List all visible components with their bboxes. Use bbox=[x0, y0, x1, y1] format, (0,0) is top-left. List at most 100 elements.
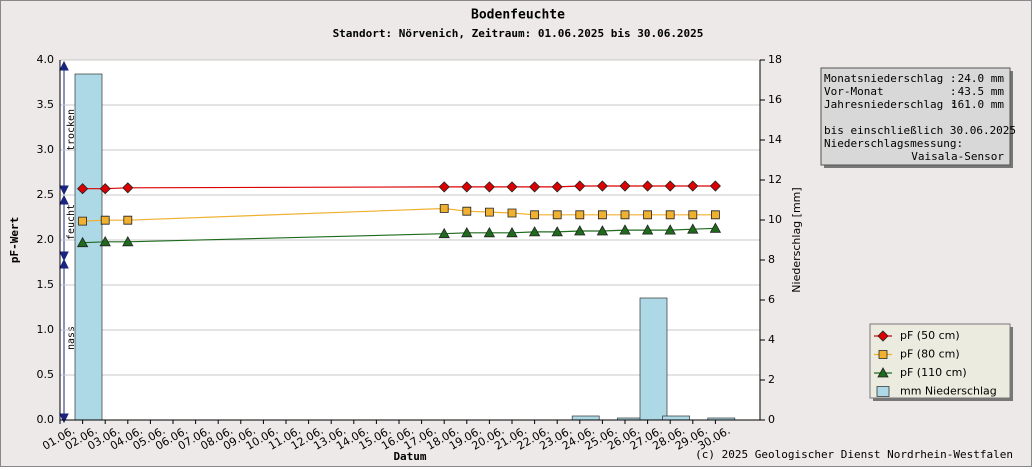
y-tick-label: 4.0 bbox=[37, 53, 55, 66]
point bbox=[643, 210, 652, 220]
point bbox=[551, 226, 563, 237]
point bbox=[709, 180, 721, 192]
point bbox=[506, 181, 518, 193]
point bbox=[122, 182, 134, 194]
chart-title: Bodenfeuchte bbox=[471, 8, 565, 23]
point bbox=[664, 180, 676, 192]
point bbox=[711, 210, 720, 220]
chart-subtitle: Standort: Nörvenich, Zeitraum: 01.06.202… bbox=[333, 27, 704, 40]
point bbox=[641, 224, 654, 235]
point bbox=[575, 210, 585, 220]
legend-label: pF (80 cm) bbox=[900, 348, 960, 361]
y2-tick-label: 2 bbox=[768, 373, 775, 386]
bar bbox=[571, 415, 600, 421]
y-tick-label: 3.5 bbox=[37, 98, 55, 111]
point bbox=[507, 208, 517, 218]
point bbox=[596, 180, 608, 192]
info-label: Monatsniederschlag : bbox=[824, 72, 956, 85]
point bbox=[123, 215, 133, 225]
point bbox=[99, 235, 111, 247]
point bbox=[461, 226, 473, 238]
legend-label: mm Niederschlag bbox=[900, 385, 997, 398]
point bbox=[665, 210, 675, 220]
legend-marker bbox=[878, 350, 888, 359]
point bbox=[506, 226, 518, 238]
info-note: bis einschließlich 30.06.2025 bbox=[824, 124, 1016, 137]
legend-marker bbox=[877, 367, 889, 378]
point bbox=[122, 235, 134, 247]
y2-tick-label: 18 bbox=[768, 53, 782, 66]
point bbox=[688, 210, 698, 220]
y2-tick-label: 0 bbox=[768, 413, 775, 426]
point bbox=[687, 180, 699, 192]
point bbox=[598, 210, 607, 220]
point bbox=[551, 181, 563, 193]
y2-tick-label: 12 bbox=[768, 173, 782, 186]
annotation: nass bbox=[66, 326, 77, 350]
info-label: Jahresniederschlag : bbox=[824, 98, 956, 111]
gap-connector bbox=[127, 186, 445, 189]
point bbox=[574, 225, 586, 236]
point bbox=[99, 183, 111, 195]
y2-tick-label: 14 bbox=[768, 133, 782, 146]
point bbox=[529, 181, 541, 193]
point bbox=[687, 223, 699, 234]
y-tick-label: 0.0 bbox=[37, 413, 55, 426]
bar bbox=[639, 297, 668, 421]
info-box bbox=[820, 67, 1011, 166]
footer: (c) 2025 Geologischer Dienst Nordrhein-W… bbox=[695, 448, 1013, 461]
legend-marker bbox=[876, 386, 890, 397]
point bbox=[709, 222, 722, 233]
point bbox=[462, 206, 472, 216]
point bbox=[484, 207, 494, 217]
info-value: 24.0 mm bbox=[958, 72, 1005, 85]
y-tick-label: 3.0 bbox=[37, 143, 55, 156]
y2-tick-label: 8 bbox=[768, 253, 775, 266]
gap-connector bbox=[127, 233, 445, 243]
x-axis-label: Datum bbox=[393, 450, 426, 463]
point bbox=[574, 180, 586, 192]
point bbox=[530, 210, 539, 220]
point bbox=[528, 226, 541, 237]
moisture-arrows bbox=[59, 60, 69, 424]
y-tick-label: 0.5 bbox=[37, 368, 55, 381]
info-note: Niederschlagsmessung: bbox=[824, 137, 963, 150]
annotation: feucht bbox=[66, 204, 77, 240]
info-value: 43.5 mm bbox=[958, 85, 1005, 98]
legend-label: pF (50 cm) bbox=[900, 329, 960, 342]
y-tick-label: 2.0 bbox=[37, 233, 55, 246]
point bbox=[552, 210, 562, 220]
point bbox=[438, 227, 450, 239]
y2-axis-label: Niederschlag [mm] bbox=[790, 187, 803, 292]
gap-connector bbox=[127, 207, 445, 221]
annotation: trocken bbox=[66, 109, 77, 151]
legend-marker bbox=[877, 330, 889, 342]
point bbox=[620, 210, 630, 220]
point bbox=[642, 180, 654, 192]
y-tick-label: 1.5 bbox=[37, 278, 55, 291]
y2-tick-label: 4 bbox=[768, 333, 775, 346]
point bbox=[461, 181, 473, 193]
info-note: Vaisala-Sensor bbox=[911, 150, 1004, 163]
legend bbox=[869, 323, 1011, 399]
point bbox=[438, 181, 450, 193]
point bbox=[619, 180, 631, 192]
y-tick-label: 1.0 bbox=[37, 323, 55, 336]
y2-tick-label: 16 bbox=[768, 93, 782, 106]
legend-label: pF (110 cm) bbox=[900, 366, 967, 379]
point bbox=[439, 204, 449, 213]
point bbox=[619, 224, 631, 235]
point bbox=[77, 183, 89, 195]
y-axis-label: pF-Wert bbox=[8, 217, 21, 263]
point bbox=[596, 225, 609, 236]
bar bbox=[662, 415, 690, 421]
info-value: 161.0 mm bbox=[951, 98, 1004, 111]
point bbox=[483, 181, 495, 193]
point bbox=[78, 216, 87, 226]
point bbox=[483, 226, 496, 238]
info-label: Vor-Monat : bbox=[824, 85, 956, 98]
y2-tick-label: 10 bbox=[768, 213, 782, 226]
point bbox=[100, 215, 110, 225]
point bbox=[664, 224, 676, 235]
